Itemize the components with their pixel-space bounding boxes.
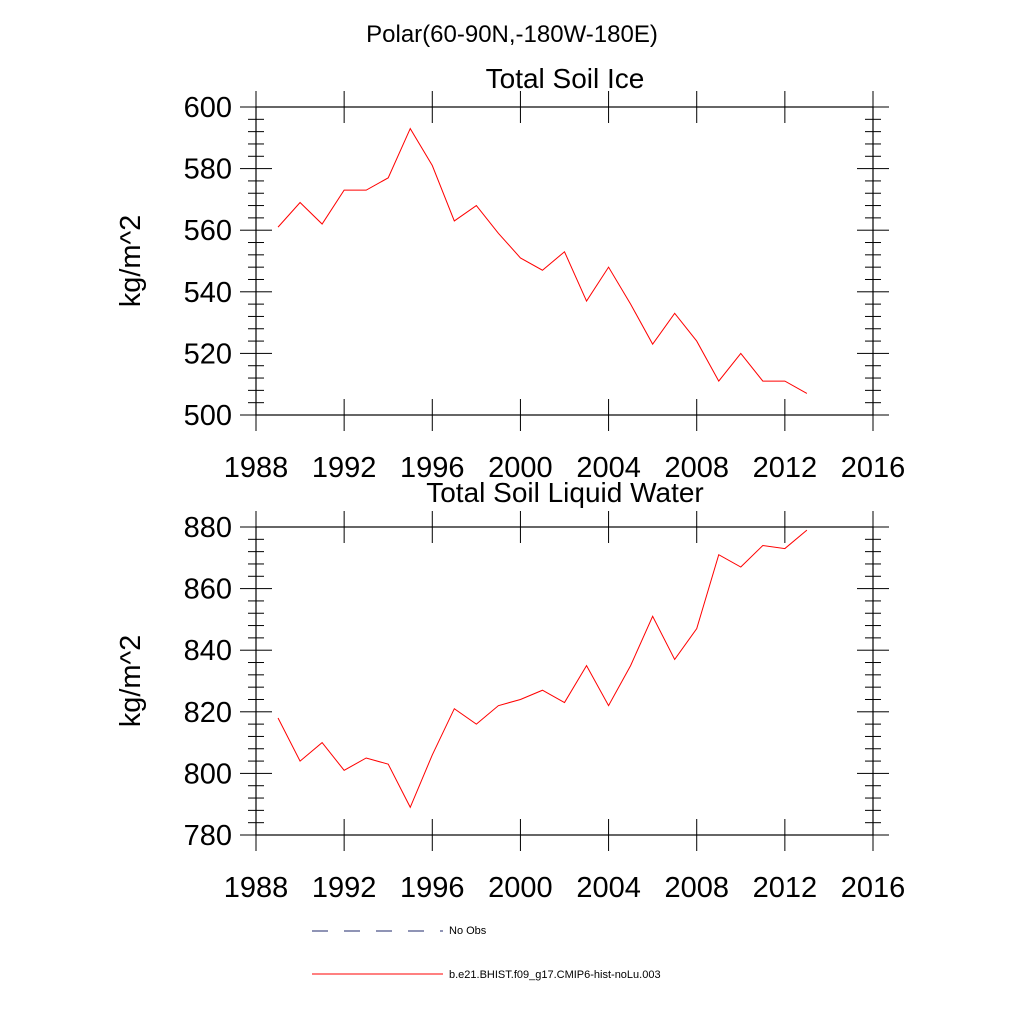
y-tick-label: 600	[184, 92, 232, 124]
x-tick-label: 2004	[576, 452, 641, 484]
chart-title: Total Soil Liquid Water	[426, 477, 704, 508]
y-tick-label: 780	[184, 820, 232, 852]
series-line	[277, 127, 808, 394]
x-tick-label: 1988	[224, 452, 289, 484]
y-tick-label: 540	[184, 277, 232, 309]
x-tick-label: 1996	[400, 452, 465, 484]
y-tick-label: 560	[184, 215, 232, 247]
x-tick-label: 2016	[841, 452, 906, 484]
x-tick-label: 1988	[224, 872, 289, 904]
x-tick-label: 2000	[488, 452, 553, 484]
x-tick-label: 2008	[664, 452, 729, 484]
legend-label-model-run: b.e21.BHIST.f09_g17.CMIP6-hist-noLu.003	[449, 969, 661, 981]
x-tick-label: 1992	[312, 872, 377, 904]
y-axis-label: kg/m^2	[115, 215, 147, 308]
x-tick-label: 2012	[753, 452, 818, 484]
series-line	[277, 529, 808, 809]
x-tick-label: 1996	[400, 872, 465, 904]
y-tick-label: 500	[184, 400, 232, 432]
y-axis-label: kg/m^2	[115, 635, 147, 728]
x-tick-label: 1992	[312, 452, 377, 484]
y-tick-label: 880	[184, 512, 232, 544]
y-tick-label: 520	[184, 338, 232, 370]
y-tick-label: 800	[184, 758, 232, 790]
chart-panel-total-soil-liquid-water: Total Soil Liquid Water kg/m^2 1988 1992 1…	[115, 477, 905, 904]
y-tick-label: 840	[184, 635, 232, 667]
y-tick-label: 820	[184, 697, 232, 729]
x-tick-label: 2016	[841, 872, 906, 904]
chart-panel-total-soil-ice: Total Soil Ice kg/m^2 1988 1992 1996 2000 20…	[115, 63, 905, 484]
plot-frame	[255, 526, 874, 836]
x-tick-label: 2008	[664, 872, 729, 904]
figure-title: Polar(60-90N,-180W-180E)	[366, 21, 658, 48]
y-tick-label: 860	[184, 574, 232, 606]
x-tick-label: 2000	[488, 872, 553, 904]
legend-label-no-obs: No Obs	[449, 925, 487, 937]
x-tick-label: 2004	[576, 872, 641, 904]
chart-title: Total Soil Ice	[486, 63, 645, 94]
plot-frame	[255, 106, 874, 416]
y-tick-label: 580	[184, 154, 232, 186]
x-tick-label: 2012	[753, 872, 818, 904]
legend: No Obs b.e21.BHIST.f09_g17.CMIP6-hist-no…	[312, 925, 661, 981]
